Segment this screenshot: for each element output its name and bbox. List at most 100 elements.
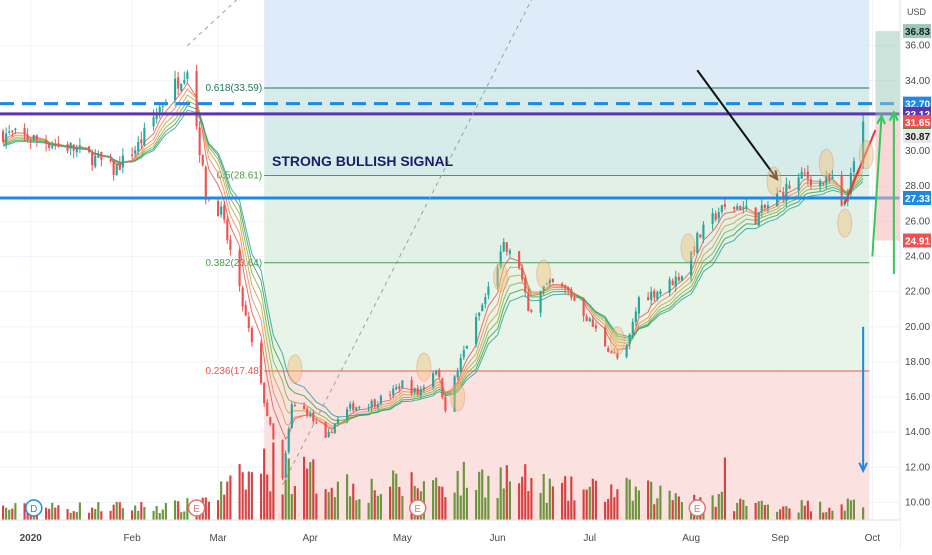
candle[interactable] <box>518 250 521 270</box>
drawings-layer[interactable] <box>187 0 900 486</box>
candle[interactable] <box>392 385 395 398</box>
price-label[interactable]: 27.33 <box>903 190 931 205</box>
candle[interactable] <box>269 416 272 426</box>
candle[interactable] <box>247 312 250 333</box>
horizontal-levels[interactable] <box>0 102 900 200</box>
candle[interactable] <box>287 426 290 454</box>
candle[interactable] <box>628 333 631 350</box>
candlesticks[interactable] <box>1 64 865 481</box>
candle[interactable] <box>72 144 75 159</box>
candle[interactable] <box>241 285 244 312</box>
candle[interactable] <box>115 163 118 176</box>
candle[interactable] <box>48 142 51 151</box>
candle[interactable] <box>822 182 825 187</box>
candle[interactable] <box>177 71 180 96</box>
candle[interactable] <box>435 369 438 376</box>
candle[interactable] <box>763 204 766 211</box>
candle[interactable] <box>524 275 527 298</box>
candle[interactable] <box>594 322 597 333</box>
candle[interactable] <box>539 290 542 318</box>
candle[interactable] <box>121 148 124 174</box>
candle[interactable] <box>714 210 717 222</box>
candle[interactable] <box>852 157 855 177</box>
candle[interactable] <box>604 325 607 347</box>
candle[interactable] <box>422 384 425 393</box>
candle[interactable] <box>306 406 309 418</box>
candle[interactable] <box>23 123 26 142</box>
candle[interactable] <box>57 136 60 148</box>
candle[interactable] <box>637 295 640 318</box>
position-profit-zone[interactable] <box>875 31 900 123</box>
candle[interactable] <box>5 127 8 149</box>
candle[interactable] <box>97 150 100 158</box>
candle[interactable] <box>143 122 146 147</box>
highlight-ellipse[interactable] <box>450 382 466 412</box>
price-label[interactable]: 24.91 <box>903 233 931 248</box>
candle[interactable] <box>831 169 834 180</box>
candle[interactable] <box>766 201 769 213</box>
candle[interactable] <box>303 402 306 411</box>
candle[interactable] <box>806 165 809 186</box>
highlight-ellipse[interactable] <box>416 352 432 382</box>
red-trend-line[interactable] <box>843 129 877 205</box>
candle[interactable] <box>616 349 619 360</box>
candle[interactable] <box>711 208 714 231</box>
candle[interactable] <box>465 345 468 349</box>
price-label[interactable]: 30.87 <box>903 128 931 143</box>
green-arrow-head[interactable] <box>876 113 886 125</box>
candle[interactable] <box>195 64 198 130</box>
candle[interactable] <box>355 406 358 411</box>
event-marker-earnings[interactable]: E <box>187 499 206 517</box>
candle[interactable] <box>32 134 35 142</box>
candle[interactable] <box>349 401 352 412</box>
candle[interactable] <box>54 138 57 150</box>
candle[interactable] <box>653 288 656 302</box>
candle[interactable] <box>238 247 241 292</box>
candle[interactable] <box>720 205 723 215</box>
candle[interactable] <box>548 278 551 287</box>
candle[interactable] <box>370 399 373 412</box>
candle[interactable] <box>453 375 456 413</box>
candle[interactable] <box>459 353 462 374</box>
candle[interactable] <box>481 303 484 312</box>
candle[interactable] <box>78 138 81 154</box>
candle[interactable] <box>647 291 650 301</box>
candle[interactable] <box>137 136 140 155</box>
candle[interactable] <box>674 270 677 292</box>
candle[interactable] <box>186 69 189 84</box>
candle[interactable] <box>263 382 266 407</box>
candle[interactable] <box>545 282 548 286</box>
candle[interactable] <box>367 403 370 412</box>
candle[interactable] <box>35 133 38 147</box>
candle[interactable] <box>112 160 115 181</box>
candle[interactable] <box>502 238 505 253</box>
candle[interactable] <box>395 384 398 391</box>
price-axis[interactable]: 10.00 12.00 14.00 16.00 18.00 20.00 22.00 24.00… <box>899 0 932 550</box>
candle[interactable] <box>840 170 843 207</box>
candle[interactable] <box>462 345 465 361</box>
candle[interactable] <box>797 173 800 198</box>
candle[interactable] <box>551 278 554 283</box>
blue-arrow-head[interactable] <box>858 462 868 474</box>
candle[interactable] <box>809 175 812 190</box>
candle[interactable] <box>45 134 48 152</box>
candle[interactable] <box>754 207 757 225</box>
candle[interactable] <box>567 286 570 296</box>
candle[interactable] <box>444 395 447 413</box>
candle[interactable] <box>217 198 220 217</box>
highlight-ellipse[interactable] <box>680 233 696 263</box>
candle[interactable] <box>736 203 739 211</box>
candle[interactable] <box>94 149 97 169</box>
candle[interactable] <box>680 275 683 281</box>
candle[interactable] <box>570 287 573 301</box>
candle[interactable] <box>134 145 137 157</box>
black-arrow[interactable] <box>696 69 778 180</box>
highlight-ellipse[interactable] <box>837 208 853 238</box>
candle[interactable] <box>432 370 435 390</box>
annotation-strong-bullish-signal[interactable]: STRONG BULLISH SIGNAL <box>272 153 454 169</box>
trend-line-dashed[interactable] <box>187 0 237 47</box>
candle[interactable] <box>183 71 186 86</box>
